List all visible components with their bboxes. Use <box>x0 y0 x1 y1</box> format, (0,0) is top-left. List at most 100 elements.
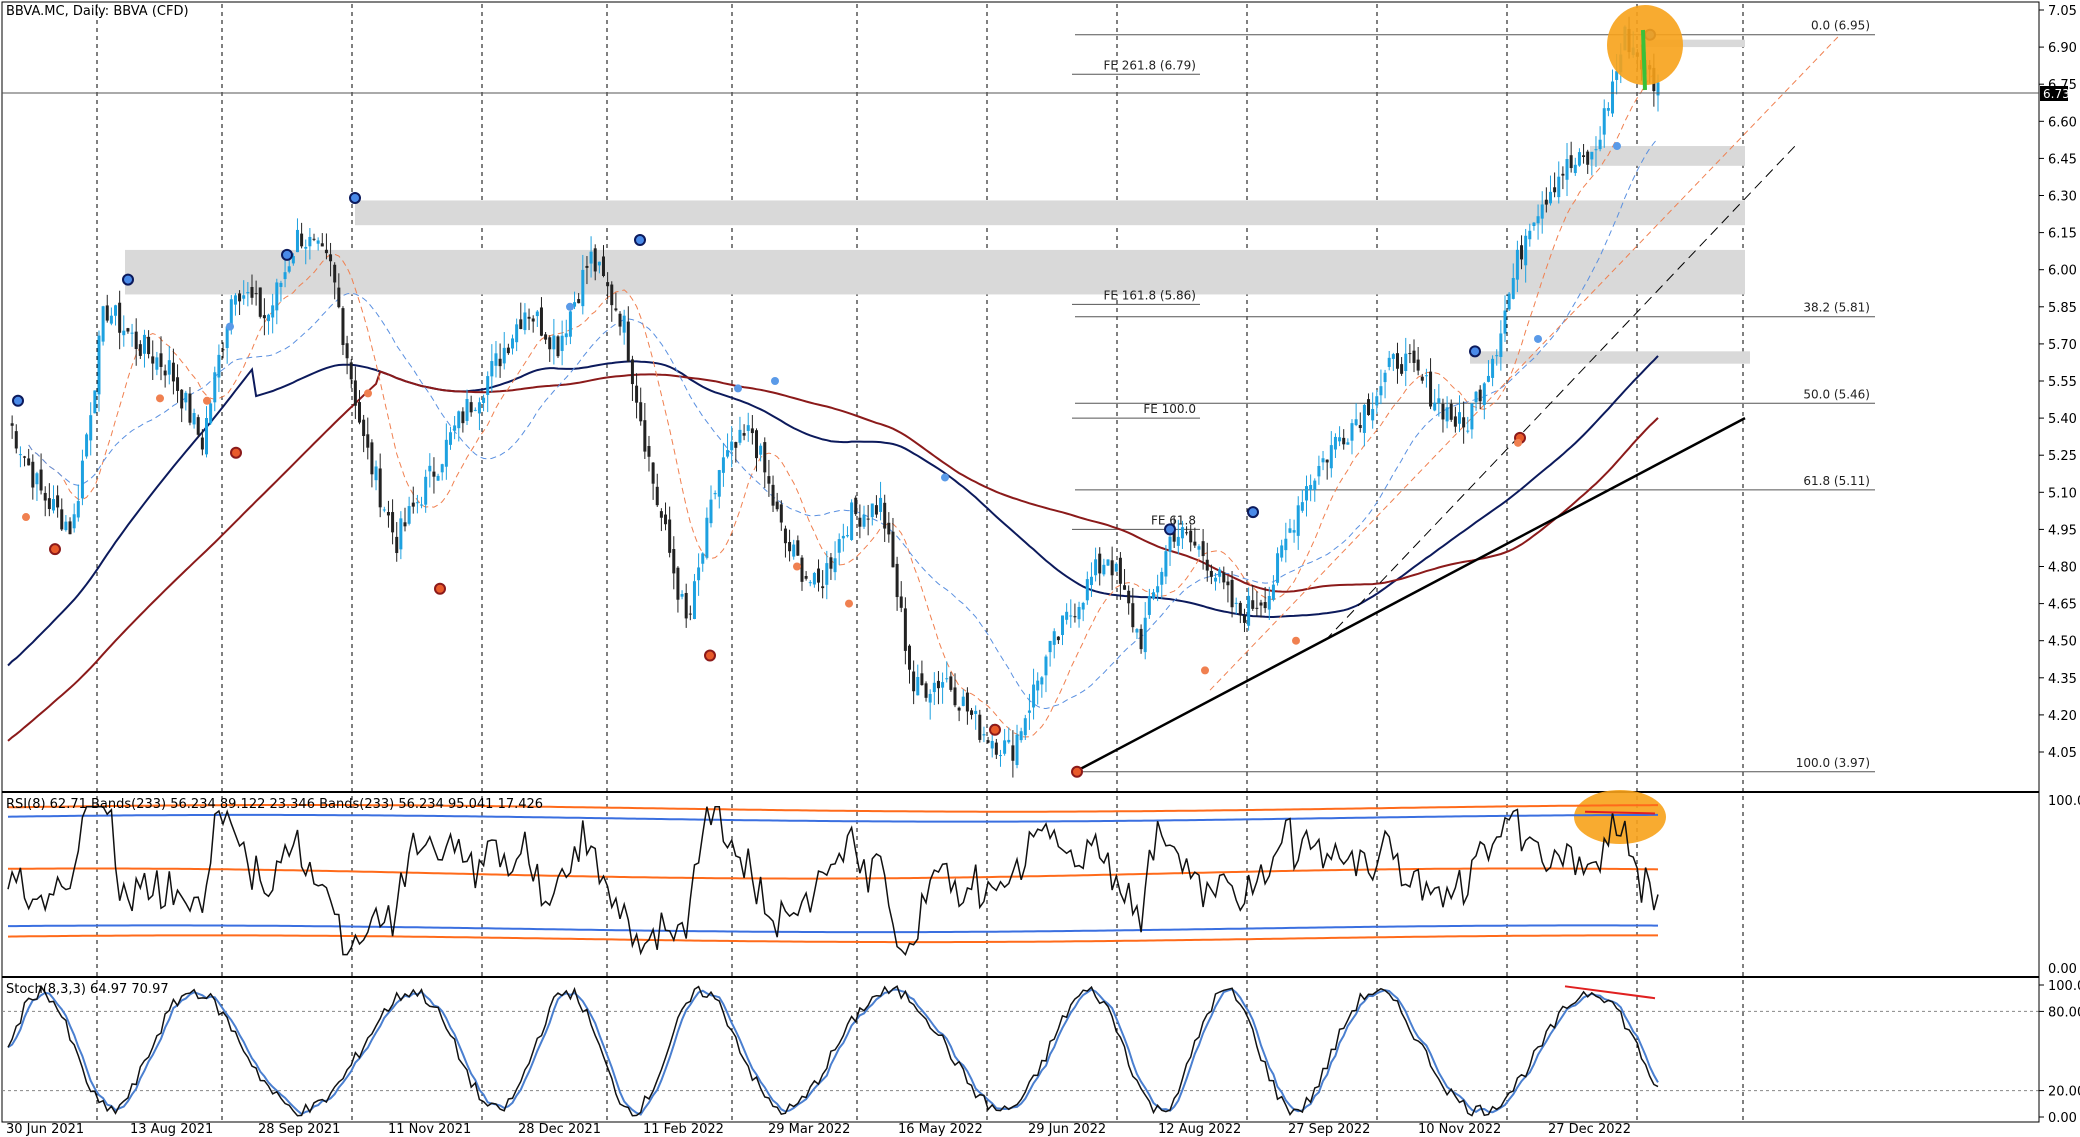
candle-body <box>114 305 118 316</box>
candle-body <box>312 238 316 240</box>
candle-body <box>1114 563 1118 572</box>
candle-body <box>854 497 858 515</box>
candle-body <box>866 518 870 520</box>
candle-body <box>1300 502 1304 511</box>
candle-body <box>581 269 585 307</box>
candle-body <box>883 502 887 529</box>
fractal-top-marker <box>1164 523 1176 536</box>
candle-body <box>10 423 14 426</box>
candle-body <box>928 693 932 703</box>
candle-body <box>27 458 31 466</box>
candle-body <box>105 305 109 321</box>
stoch-tick-label: 20.00 <box>2048 1085 2080 1100</box>
candle-body <box>850 502 854 540</box>
fractal-top-marker <box>1469 345 1481 358</box>
candle-body <box>556 336 560 357</box>
candle-body <box>1238 602 1242 616</box>
date-tick-label: 29 Mar 2022 <box>768 1122 850 1137</box>
candle-body <box>279 282 283 287</box>
candle-body <box>1044 656 1048 676</box>
candle-body <box>726 450 730 457</box>
window-title: BBVA.MC, Daily: BBVA (CFD) <box>6 4 189 19</box>
ma-blue-dash-line <box>28 137 1659 710</box>
candle-body <box>1061 615 1065 636</box>
candle-body <box>1226 581 1230 586</box>
date-tick-label: 30 Jun 2021 <box>6 1122 84 1137</box>
zone-1 <box>125 249 1745 295</box>
candle-body <box>1267 596 1271 610</box>
candle-body <box>469 402 473 413</box>
candle-body <box>1098 553 1102 574</box>
candle-body <box>552 335 556 350</box>
candle-body <box>1106 559 1110 566</box>
candle-body <box>337 287 341 308</box>
candle-body <box>506 347 510 354</box>
fibonacci-levels: 0.0 (6.95) 38.2 (5.81) 50.0 (5.46) 61.8 (5.… <box>1072 19 1875 773</box>
fib-retracement-label: 61.8 (5.11) <box>1803 474 1870 488</box>
candle-body <box>415 502 419 504</box>
fib-expansion-label: FE 261.8 (6.79) <box>1103 58 1196 72</box>
candle-body <box>1466 430 1470 432</box>
candle-body <box>407 506 411 524</box>
candle-body <box>1048 640 1052 653</box>
candle-body <box>453 425 457 431</box>
candle-body <box>1611 81 1615 114</box>
fractal-top-light-marker <box>226 322 234 331</box>
ma-navy-line <box>7 355 1659 667</box>
fractal-bottom-light-marker <box>22 513 30 522</box>
candle-body <box>1342 437 1346 445</box>
candle-body <box>80 460 84 499</box>
candle-body <box>432 471 436 477</box>
candle-body <box>374 466 378 481</box>
candle-body <box>1205 559 1209 571</box>
trendline-dashed-black <box>1324 145 1796 642</box>
candle-body <box>47 498 51 510</box>
candle-body <box>378 468 382 508</box>
fractal-top-marker <box>12 394 24 407</box>
candle-body <box>1251 600 1255 609</box>
candle-body <box>792 544 796 557</box>
candle-body <box>1222 572 1226 583</box>
fractal-bottom-light-marker <box>1514 438 1522 447</box>
candle-body <box>1582 155 1586 158</box>
date-tick-label: 27 Dec 2022 <box>1548 1122 1631 1137</box>
candle-body <box>597 261 601 266</box>
candle-body <box>1313 480 1317 490</box>
candle-body <box>1553 187 1557 193</box>
candle-body <box>1458 412 1462 424</box>
candle-body <box>304 246 308 249</box>
stoch-tick-label: 0.00 <box>2048 1111 2077 1126</box>
candle-body <box>544 334 548 340</box>
candle-body <box>486 376 490 395</box>
candle-body <box>242 295 246 299</box>
candle-body <box>684 592 688 619</box>
candle-body <box>1296 505 1300 536</box>
price-tick-label: 5.10 <box>2048 486 2077 501</box>
candle-body <box>1027 710 1031 713</box>
candle-body <box>1280 545 1284 558</box>
trendline-support <box>1074 416 1746 773</box>
candle-body <box>870 503 874 518</box>
price-tick-label: 4.65 <box>2048 598 2077 613</box>
candle-body <box>1569 155 1573 169</box>
candle-body <box>1094 559 1098 576</box>
candle-body <box>258 287 262 317</box>
fractal-bottom-marker <box>704 649 716 662</box>
candle-body <box>1400 364 1404 374</box>
fractal-bottom-light-marker <box>1201 666 1209 675</box>
candle-body <box>775 501 779 510</box>
candle-body <box>498 358 502 367</box>
candle-body <box>1590 151 1594 160</box>
candle-body <box>101 306 105 342</box>
candle-body <box>1520 245 1524 260</box>
candle-body <box>1168 536 1172 552</box>
candle-body <box>1214 577 1218 582</box>
fib-expansion-label: FE 61.8 <box>1151 513 1196 527</box>
candle-body <box>138 344 142 356</box>
candle-body <box>395 536 399 554</box>
rsi-lower-band-orange <box>7 934 1658 944</box>
candle-body <box>1606 108 1610 111</box>
candle-body <box>118 302 122 333</box>
stoch-panel <box>2 984 2039 1117</box>
candle-body <box>329 254 333 262</box>
